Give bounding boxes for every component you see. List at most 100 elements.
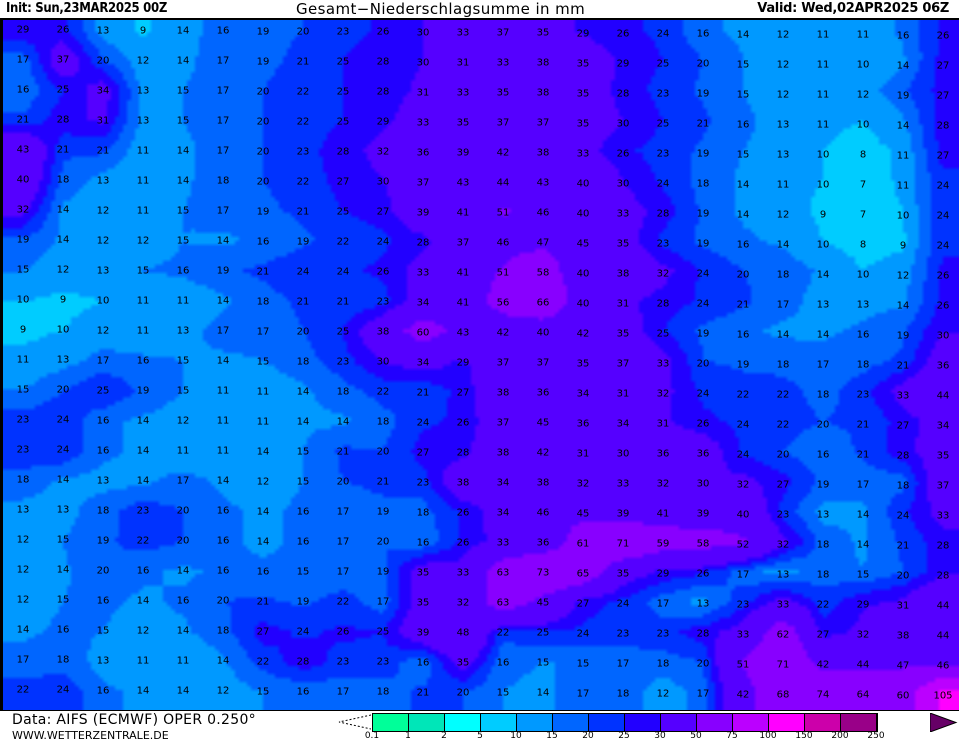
precip-value: 11: [136, 295, 150, 307]
precip-value: 9: [899, 240, 907, 251]
precip-value: 33: [776, 599, 790, 611]
precip-value: 28: [336, 146, 350, 158]
precip-value: 24: [656, 178, 670, 190]
precip-value: 37: [536, 117, 550, 129]
precip-value: 42: [816, 659, 830, 671]
precip-value: 64: [856, 689, 870, 701]
precip-value: 58: [696, 538, 710, 550]
precip-value: 34: [416, 297, 430, 308]
precip-value: 31: [416, 87, 430, 98]
precip-value: 18: [336, 386, 350, 398]
precip-value: 33: [416, 117, 430, 128]
precip-value: 20: [736, 269, 750, 280]
precip-value: 13: [56, 504, 70, 516]
precip-value: 19: [256, 206, 270, 217]
precip-value: 14: [176, 175, 190, 187]
precip-value: 38: [456, 477, 470, 489]
precip-value: 23: [616, 628, 630, 640]
legend-swatch: [445, 714, 481, 731]
precip-value: 18: [816, 539, 830, 551]
precip-value: 27: [256, 626, 270, 637]
precip-value: 44: [936, 600, 950, 612]
precip-value: 15: [576, 658, 590, 669]
precip-value: 45: [536, 417, 550, 429]
precip-value: 15: [736, 149, 750, 160]
precip-value: 11: [136, 175, 150, 187]
precip-value: 21: [736, 299, 750, 310]
precip-value: 14: [816, 269, 830, 281]
legend-swatch: [769, 714, 805, 731]
precip-value: 16: [176, 265, 190, 277]
precip-value: 20: [176, 505, 190, 517]
precip-value: 12: [136, 235, 150, 247]
precip-value: 42: [736, 689, 750, 700]
precip-value: 40: [16, 174, 30, 186]
precip-value: 32: [656, 388, 670, 400]
precip-value: 22: [376, 386, 390, 398]
precip-value: 19: [296, 596, 310, 608]
precip-value: 17: [216, 115, 230, 127]
precip-value: 29: [456, 357, 470, 369]
precip-value: 14: [216, 235, 230, 247]
precip-value: 30: [376, 176, 390, 188]
precip-value: 8: [859, 149, 867, 161]
precip-value: 52: [736, 539, 750, 550]
precip-value: 21: [256, 596, 270, 607]
precip-value: 30: [376, 356, 390, 368]
precip-value: 23: [336, 26, 350, 38]
precip-value: 25: [376, 626, 390, 638]
precip-value: 27: [456, 387, 470, 399]
precip-value: 33: [616, 478, 630, 490]
legend-tick-label: 250: [867, 731, 885, 741]
website-label: WWW.WETTERZENTRALE.DE: [12, 729, 169, 742]
precip-value: 34: [616, 418, 630, 430]
precip-value: 14: [176, 55, 190, 67]
precip-value: 20: [176, 535, 190, 547]
precip-value: 12: [96, 235, 110, 246]
precip-value: 23: [736, 599, 750, 610]
precip-value: 10: [896, 210, 910, 221]
precip-value: 14: [56, 474, 70, 486]
precip-value: 10: [856, 59, 870, 71]
precip-value: 23: [336, 356, 350, 368]
precip-value: 22: [736, 389, 750, 400]
precip-value: 14: [896, 300, 910, 311]
precip-value: 11: [896, 150, 910, 161]
precip-value: 21: [256, 266, 270, 277]
precip-value: 14: [16, 624, 30, 636]
precip-value: 33: [456, 27, 470, 39]
precip-value: 38: [376, 326, 390, 338]
precip-value: 46: [936, 660, 950, 672]
precip-value: 12: [96, 205, 110, 216]
precip-value: 60: [896, 690, 910, 701]
precip-value: 30: [616, 448, 630, 460]
precip-value: 18: [776, 269, 790, 281]
precip-value: 30: [696, 478, 710, 490]
precip-value: 44: [936, 390, 950, 402]
precip-value: 12: [176, 415, 190, 427]
precip-value: 32: [456, 597, 470, 609]
precip-value: 24: [936, 210, 950, 222]
precip-value: 23: [296, 146, 310, 158]
precip-value: 45: [536, 597, 550, 609]
precip-value: 33: [656, 358, 670, 370]
precip-value: 37: [496, 357, 510, 369]
precip-value: 17: [216, 205, 230, 217]
precip-value: 13: [16, 504, 30, 516]
precip-value: 21: [296, 56, 310, 68]
precip-value: 18: [216, 175, 230, 187]
precip-value: 23: [136, 505, 150, 517]
precip-value: 28: [376, 86, 390, 98]
precip-value: 8: [859, 239, 867, 251]
precip-value: 32: [656, 268, 670, 280]
precip-value: 30: [616, 118, 630, 130]
precip-value: 12: [776, 29, 790, 41]
precip-value: 16: [816, 449, 830, 461]
precip-value: 11: [816, 59, 830, 71]
precip-value: 28: [616, 88, 630, 100]
precip-value: 21: [416, 687, 430, 698]
precip-value: 17: [336, 536, 350, 548]
precip-value: 31: [896, 600, 910, 611]
precip-value: 16: [216, 535, 230, 547]
precip-value: 33: [456, 87, 470, 99]
